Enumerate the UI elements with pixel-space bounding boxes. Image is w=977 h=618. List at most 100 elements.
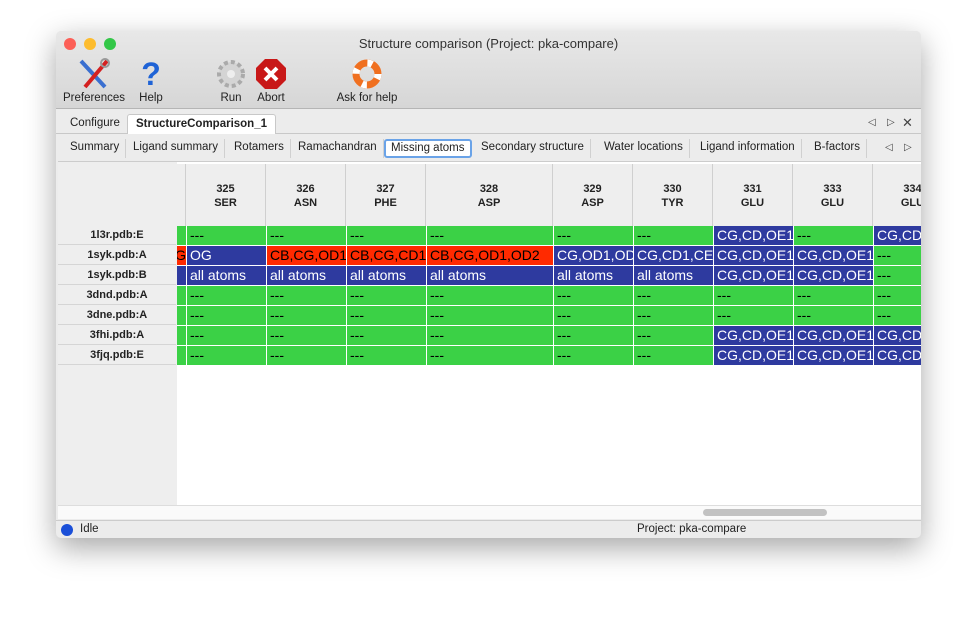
table-cell[interactable]: ---	[554, 306, 633, 325]
row-header[interactable]: 3dnd.pdb:A	[58, 286, 176, 305]
abort-button[interactable]: Abort	[252, 56, 290, 104]
table-cell[interactable]	[177, 286, 186, 305]
table-cell[interactable]: CG,CD,OE1	[714, 266, 793, 285]
table-cell[interactable]: all atoms	[554, 266, 633, 285]
row-header[interactable]: 3dne.pdb:A	[58, 306, 176, 325]
column-header[interactable]: 330 TYR	[633, 164, 713, 226]
tab-scroll-left-icon[interactable]: ◁	[868, 117, 876, 128]
table-cell[interactable]: ---	[427, 326, 553, 345]
table-cell[interactable]: ---	[187, 286, 266, 305]
tab-configure[interactable]: Configure	[70, 117, 120, 129]
table-cell[interactable]	[177, 226, 186, 245]
close-window-button[interactable]	[64, 38, 76, 50]
table-cell[interactable]: ---	[267, 346, 346, 365]
table-cell[interactable]: ---	[874, 266, 921, 285]
table-cell[interactable]: ---	[347, 286, 426, 305]
table-cell[interactable]: CG,CD1,CE	[634, 246, 713, 265]
table-cell[interactable]: ---	[794, 286, 873, 305]
table-cell[interactable]: CG,CD,OE1	[714, 326, 793, 345]
table-cell[interactable]	[177, 326, 186, 345]
table-cell[interactable]: CB,CG,OD1,OD2	[427, 246, 553, 265]
table-cell[interactable]	[177, 266, 186, 285]
table-cell[interactable]: ---	[187, 226, 266, 245]
table-cell[interactable]: ---	[874, 306, 921, 325]
table-cell[interactable]: ---	[634, 226, 713, 245]
table-cell[interactable]: all atoms	[347, 266, 426, 285]
tab-b-factors[interactable]: B-factors	[808, 139, 868, 158]
row-header[interactable]: 1l3r.pdb:E	[58, 226, 176, 245]
table-cell[interactable]: ---	[427, 346, 553, 365]
table-cell[interactable]: ---	[634, 286, 713, 305]
close-tab-icon[interactable]: ✕	[902, 115, 913, 130]
table-cell[interactable]: ---	[554, 326, 633, 345]
horizontal-scrollbar[interactable]	[58, 505, 921, 519]
table-cell[interactable]: ---	[794, 226, 873, 245]
table-cell[interactable]: OG	[187, 246, 266, 265]
table-cell[interactable]: ---	[554, 226, 633, 245]
table-cell[interactable]	[177, 346, 186, 365]
table-cell[interactable]: ---	[267, 226, 346, 245]
column-header[interactable]: 334 GLU	[873, 164, 921, 226]
tab-secondary-structure[interactable]: Secondary structure	[475, 139, 591, 158]
table-cell[interactable]: all atoms	[267, 266, 346, 285]
tab-water-locations[interactable]: Water locations	[598, 139, 690, 158]
tab-rotamers[interactable]: Rotamers	[228, 139, 291, 158]
tab-structure-comparison-1[interactable]: StructureComparison_1	[127, 114, 277, 134]
table-cell[interactable]: ---	[714, 286, 793, 305]
help-button[interactable]: ? Help	[134, 56, 168, 105]
column-header[interactable]: 331 GLU	[713, 164, 793, 226]
table-cell[interactable]: ---	[267, 306, 346, 325]
table-cell[interactable]: CG,CD,OE1	[794, 246, 873, 265]
column-header[interactable]: 328 ASP	[426, 164, 553, 226]
run-button[interactable]: Run	[214, 56, 248, 104]
ask-for-help-button[interactable]: Ask for help	[332, 56, 402, 104]
table-cell[interactable]: G	[177, 246, 186, 265]
table-cell[interactable]: ---	[267, 326, 346, 345]
table-cell[interactable]: ---	[554, 286, 633, 305]
row-header[interactable]: 3fhi.pdb:A	[58, 326, 176, 345]
table-cell[interactable]: ---	[554, 346, 633, 365]
table-cell[interactable]: CG,CD	[874, 346, 921, 365]
table-cell[interactable]: ---	[634, 326, 713, 345]
table-cell[interactable]: CG,CD,OE1	[714, 226, 793, 245]
table-cell[interactable]: ---	[634, 306, 713, 325]
table-cell[interactable]: CB,CG,OD1	[267, 246, 346, 265]
table-cell[interactable]: CG,CD,OE1	[794, 266, 873, 285]
zoom-window-button[interactable]	[104, 38, 116, 50]
column-header[interactable]: 329 ASP	[553, 164, 633, 226]
table-cell[interactable]: ---	[794, 306, 873, 325]
column-header[interactable]: 327 PHE	[346, 164, 426, 226]
table-cell[interactable]: ---	[874, 246, 921, 265]
row-header[interactable]: 1syk.pdb:B	[58, 266, 176, 285]
table-cell[interactable]: ---	[347, 226, 426, 245]
tab-scroll-right-icon[interactable]: ▷	[887, 117, 895, 128]
table-cell[interactable]: CB,CG,CD1	[347, 246, 426, 265]
table-cell[interactable]: all atoms	[427, 266, 553, 285]
tab-summary[interactable]: Summary	[64, 139, 127, 158]
preferences-button[interactable]: Preferences	[62, 56, 126, 104]
column-header[interactable]: 325 SER	[186, 164, 266, 226]
table-cell[interactable]: CG,CD,OE1	[714, 246, 793, 265]
table-cell[interactable]: all atoms	[187, 266, 266, 285]
table-cell[interactable]: ---	[874, 286, 921, 305]
table-cell[interactable]	[177, 306, 186, 325]
table-cell[interactable]: ---	[347, 346, 426, 365]
scrollbar-thumb[interactable]	[703, 509, 827, 516]
column-header[interactable]	[176, 164, 186, 226]
column-header[interactable]: 333 GLU	[793, 164, 873, 226]
row-header[interactable]: 1syk.pdb:A	[58, 246, 176, 265]
table-cell[interactable]: CG,CD,OE1	[794, 326, 873, 345]
table-cell[interactable]: CG,CD	[874, 326, 921, 345]
table-cell[interactable]: ---	[187, 306, 266, 325]
table-cell[interactable]: ---	[187, 326, 266, 345]
table-cell[interactable]: ---	[634, 346, 713, 365]
table-cell[interactable]: CG,CD	[874, 226, 921, 245]
table-cell[interactable]: ---	[347, 326, 426, 345]
table-cell[interactable]: CG,CD,OE1	[794, 346, 873, 365]
table-cell[interactable]: CG,OD1,OD	[554, 246, 633, 265]
tab-ligand-summary[interactable]: Ligand summary	[127, 139, 226, 158]
subtab-scroll-left-icon[interactable]: ◁	[885, 142, 893, 153]
table-cell[interactable]: ---	[267, 286, 346, 305]
table-cell[interactable]: ---	[347, 306, 426, 325]
table-cell[interactable]: CG,CD,OE1	[714, 346, 793, 365]
